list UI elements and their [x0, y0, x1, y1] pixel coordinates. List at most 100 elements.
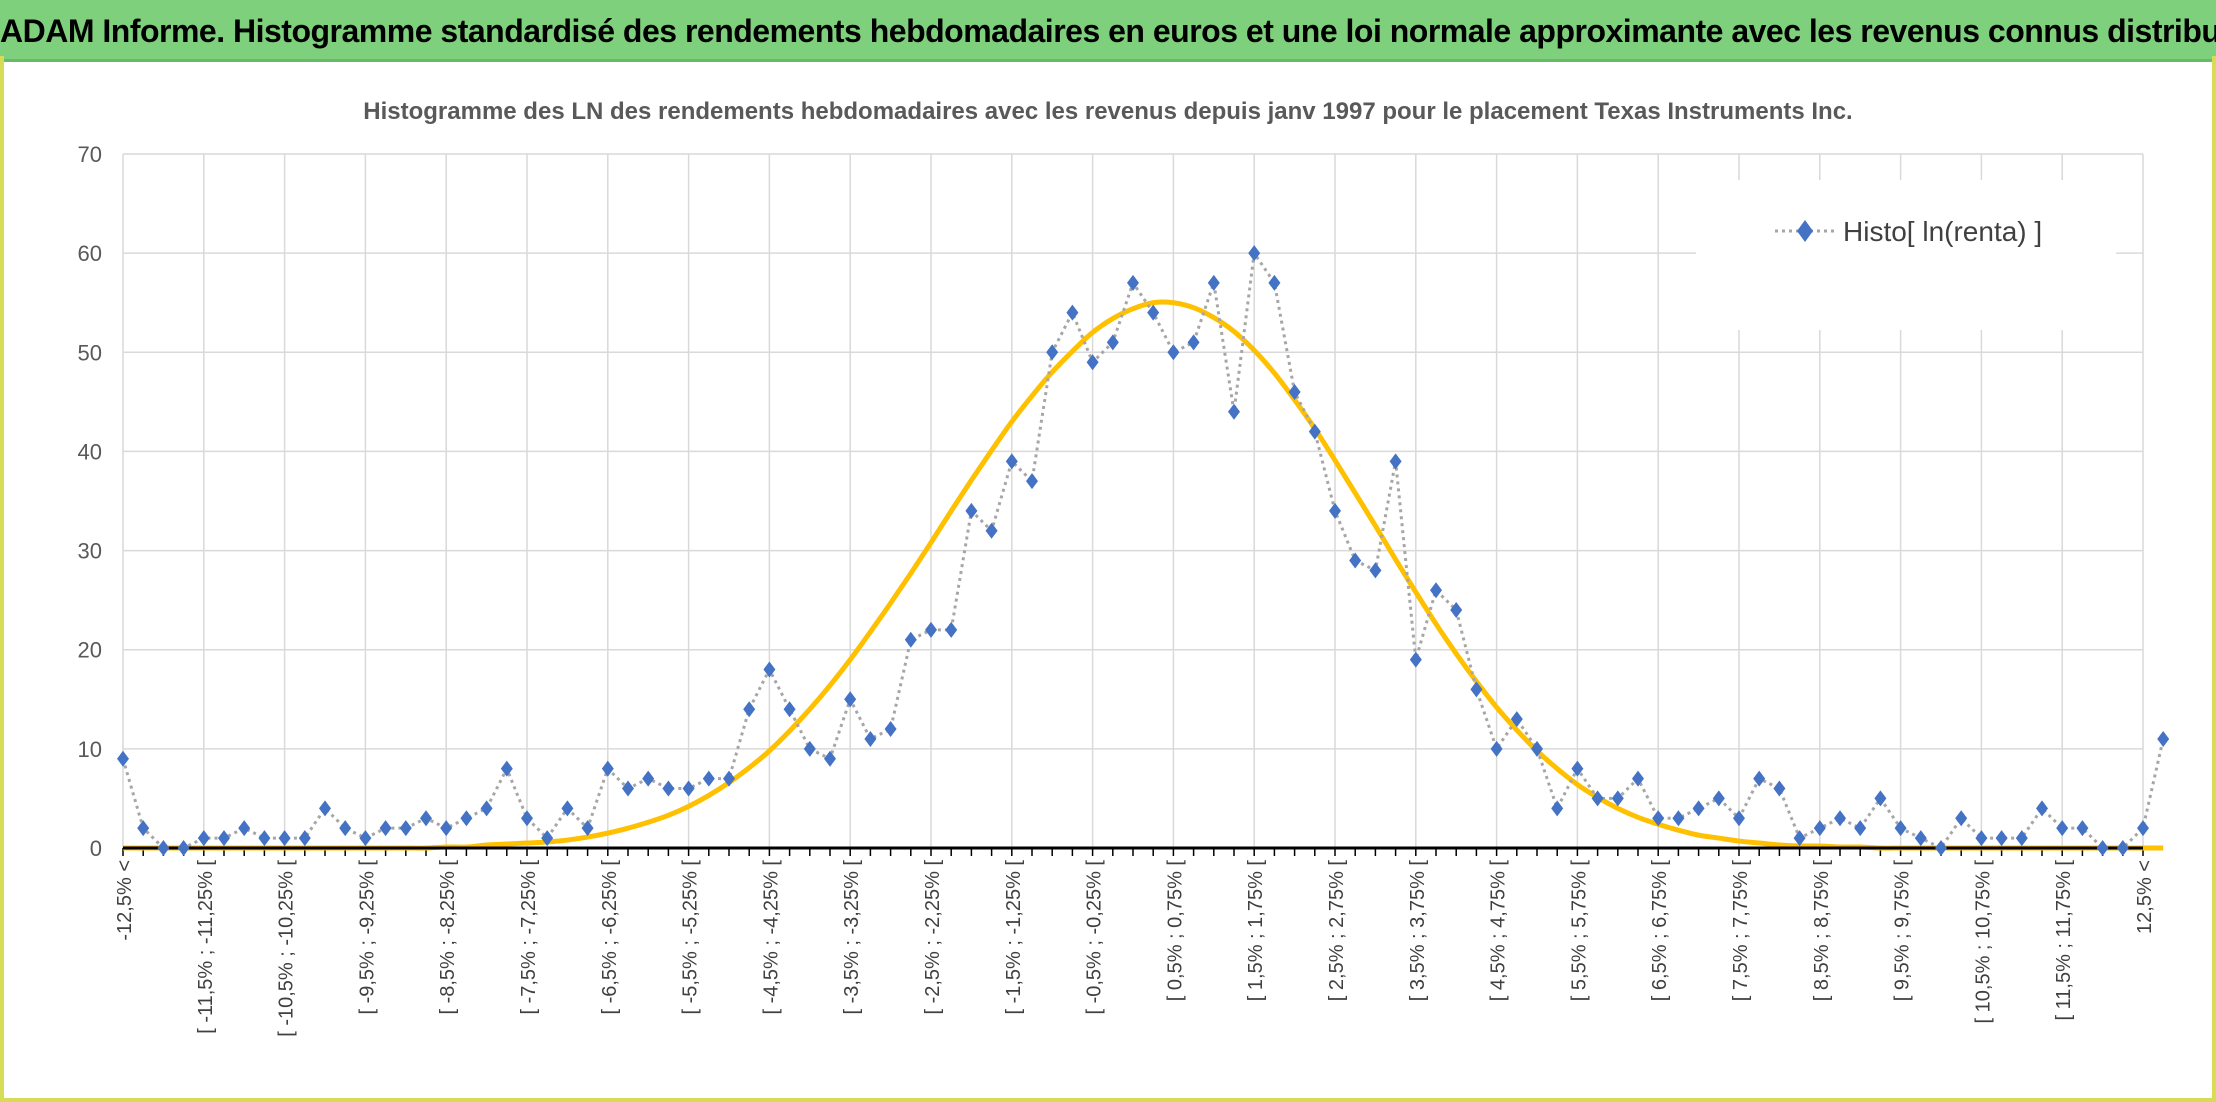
data-point-marker: [783, 701, 796, 718]
title-banner: ADAM Informe. Histogramme standardisé de…: [0, 0, 2216, 62]
data-point-marker: [157, 840, 170, 856]
legend-background: [1696, 180, 2116, 330]
data-point-marker: [1349, 552, 1362, 569]
x-tick-label: [ 3,5% ; 3,75% [: [1407, 860, 1429, 1002]
data-point-marker: [1753, 770, 1766, 787]
data-point-marker: [763, 661, 776, 678]
normal-curve-line: [123, 299, 2164, 851]
data-point-marker: [723, 770, 735, 787]
data-point-marker: [743, 701, 756, 718]
data-point-marker: [1692, 800, 1705, 817]
data-point-marker: [1389, 453, 1402, 470]
data-point-marker: [1409, 651, 1422, 668]
x-tick-label: [ 10,5% ; 10,75% [: [1972, 860, 1994, 1024]
data-point-marker: [2036, 800, 2048, 817]
data-point-marker: [359, 830, 372, 847]
data-point-marker: [662, 780, 675, 797]
data-point-marker: [904, 631, 917, 648]
data-point-marker: [1066, 304, 1079, 321]
data-point-marker: [1086, 354, 1099, 371]
x-tick-label: [ 0,5% ; 0,75% [: [1164, 860, 1186, 1002]
x-tick-label: [ 11,5% ; 11,75% [: [2053, 860, 2075, 1021]
x-tick-label: [ -10,5% ; -10,25% [: [276, 860, 298, 1037]
data-point-marker: [278, 830, 291, 847]
data-point-marker: [1591, 790, 1604, 807]
data-point-marker: [1450, 602, 1463, 619]
data-point-marker: [1147, 304, 1160, 321]
data-point-marker: [985, 522, 998, 539]
data-point-marker: [500, 760, 513, 777]
data-point-marker: [1490, 740, 1503, 757]
data-point-marker: [1672, 810, 1685, 827]
data-point-marker: [1308, 423, 1321, 440]
data-point-marker: [1874, 790, 1887, 807]
data-point-marker: [1834, 810, 1846, 827]
data-point-marker: [440, 820, 453, 837]
data-point-marker: [420, 810, 432, 827]
data-point-marker: [1167, 344, 1180, 361]
x-tick-label: -12,5% <: [114, 860, 136, 941]
data-point-marker: [642, 770, 655, 787]
data-point-marker: [2116, 840, 2129, 856]
data-point-marker: [460, 810, 473, 827]
data-point-marker: [824, 750, 836, 767]
data-point-marker: [1995, 830, 2008, 847]
report-title: ADAM Informe. Histogramme standardisé de…: [0, 13, 2216, 49]
data-point-marker: [1733, 810, 1745, 827]
data-point-marker: [1127, 274, 1139, 291]
data-point-marker: [1813, 820, 1826, 837]
x-tick-label: [ -4,5% ; -4,25% [: [760, 860, 782, 1015]
data-point-marker: [803, 740, 816, 757]
y-tick-label: 60: [78, 241, 102, 266]
data-point-marker: [884, 721, 897, 738]
data-point-marker: [379, 820, 392, 837]
y-tick-label: 40: [78, 439, 102, 464]
data-point-marker: [1914, 830, 1927, 847]
data-point-marker: [399, 820, 412, 837]
data-point-marker: [2015, 830, 2028, 847]
data-point-marker: [1652, 810, 1665, 827]
data-point-marker: [1551, 800, 1564, 817]
data-point-marker: [1935, 840, 1947, 856]
x-tick-label: [ -0,5% ; -0,25% [: [1084, 860, 1106, 1015]
histogram-markers: [117, 245, 2170, 856]
data-point-marker: [2096, 840, 2109, 856]
data-point-marker: [561, 800, 574, 817]
data-point-marker: [864, 730, 877, 747]
x-tick-label: [ -2,5% ; -2,25% [: [922, 860, 944, 1015]
data-point-marker: [1571, 760, 1584, 777]
y-tick-label: 10: [78, 737, 102, 762]
data-point-marker: [1793, 830, 1806, 847]
data-point-marker: [702, 770, 715, 787]
chart-title: Histogramme des LN des rendements hebdom…: [363, 98, 1852, 125]
data-point-marker: [1268, 274, 1281, 291]
data-point-marker: [1773, 780, 1786, 797]
x-tick-label: [ 9,5% ; 9,75% [: [1892, 860, 1914, 1002]
data-point-marker: [177, 840, 190, 856]
data-point-marker: [844, 691, 857, 708]
data-point-marker: [258, 830, 271, 847]
data-point-marker: [622, 780, 634, 797]
data-point-marker: [197, 830, 210, 847]
data-point-marker: [945, 621, 958, 638]
x-tick-label: [ 6,5% ; 6,75% [: [1649, 860, 1671, 1002]
x-tick-label: [ -1,5% ; -1,25% [: [1003, 860, 1025, 1015]
data-point-marker: [965, 502, 978, 519]
data-point-marker: [1106, 334, 1119, 351]
data-point-marker: [2056, 820, 2069, 837]
y-axis-ticks: 0 10 20 30 40 50 60 70: [78, 142, 102, 861]
data-point-marker: [682, 780, 695, 797]
x-tick-label: [ 2,5% ; 2,75% [: [1326, 860, 1348, 1002]
data-point-marker: [1046, 344, 1059, 361]
data-point-marker: [1894, 820, 1907, 837]
data-point-marker: [319, 800, 331, 817]
data-point-marker: [1531, 740, 1543, 757]
data-point-marker: [2137, 820, 2149, 837]
y-tick-label: 70: [78, 142, 102, 167]
data-point-marker: [218, 830, 230, 847]
legend-diamond-icon: [1797, 220, 1813, 242]
data-point-marker: [1712, 790, 1725, 807]
x-tick-label: [ -5,5% ; -5,25% [: [680, 860, 702, 1015]
x-tick-label: [ -11,5% ; -11,25% [: [195, 860, 217, 1034]
